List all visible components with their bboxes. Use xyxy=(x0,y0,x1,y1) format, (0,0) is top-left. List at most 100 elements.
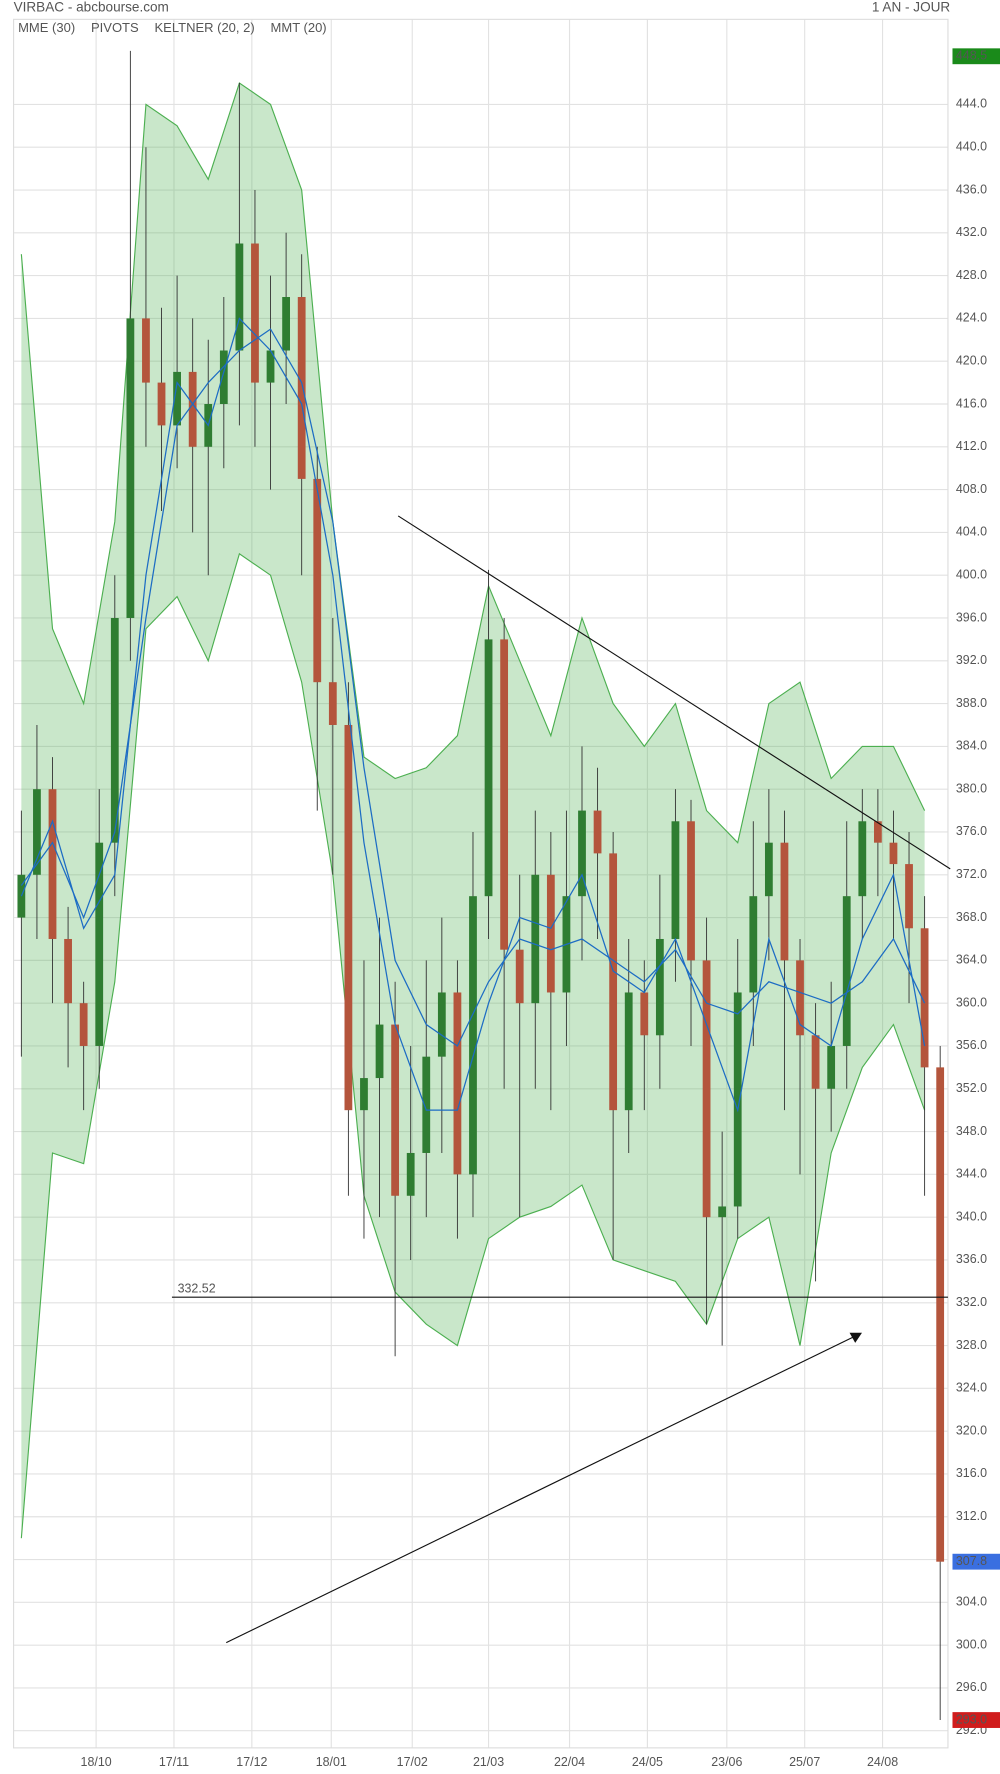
plot-border xyxy=(13,18,949,1749)
y-tick-label: 304.0 xyxy=(956,1595,987,1609)
candle-body xyxy=(484,639,493,897)
x-tick-label: 24/05 xyxy=(632,1755,663,1769)
candle-body xyxy=(313,478,322,683)
price-tag xyxy=(952,1712,1000,1728)
candle-body xyxy=(578,810,586,897)
candle-body xyxy=(718,1206,727,1218)
price-tag-label: 307.8 xyxy=(956,1554,987,1568)
candle-body xyxy=(515,949,524,1004)
candle-body xyxy=(48,789,57,939)
candle-body xyxy=(157,382,166,426)
y-tick-label: 396.0 xyxy=(956,610,987,624)
period: 1 AN - JOUR xyxy=(872,0,951,15)
y-tick-label: 372.0 xyxy=(956,867,987,881)
keltner-upper xyxy=(20,82,926,844)
x-tick-label: 18/10 xyxy=(81,1755,112,1769)
x-tick-label: 17/02 xyxy=(397,1755,428,1769)
candle-body xyxy=(936,1067,945,1562)
legend-entry: KELTNER (20, 2) xyxy=(155,20,255,35)
candle-body xyxy=(624,992,633,1111)
candle-body xyxy=(811,1035,820,1089)
price-tag xyxy=(952,48,1000,65)
y-tick-label: 300.0 xyxy=(956,1637,987,1651)
y-tick-label: 324.0 xyxy=(956,1381,987,1395)
legend-entry: MME (30) xyxy=(18,20,75,35)
y-tick-label: 420.0 xyxy=(956,353,987,367)
y-tick-label: 360.0 xyxy=(956,995,987,1009)
candle-body xyxy=(188,371,197,447)
y-tick-label: 376.0 xyxy=(956,824,987,838)
y-tick-label: 344.0 xyxy=(956,1167,987,1181)
candle-body xyxy=(219,350,228,405)
candle-body xyxy=(422,1056,431,1153)
x-tick-label: 22/04 xyxy=(554,1755,585,1769)
y-tick-label: 352.0 xyxy=(956,1081,987,1095)
legend: MME (30) PIVOTS KELTNER (20, 2) MMT (20) xyxy=(18,20,327,35)
x-tick-label: 23/06 xyxy=(711,1755,742,1769)
candle-body xyxy=(858,821,867,897)
candle-body xyxy=(609,853,618,1111)
candle-body xyxy=(469,896,477,1175)
candle-body xyxy=(546,874,555,993)
x-tick-label: 17/11 xyxy=(159,1755,189,1769)
candle-body xyxy=(702,960,711,1218)
candle-body xyxy=(266,350,275,383)
candle-body xyxy=(33,789,41,875)
candle-body xyxy=(749,896,758,993)
y-tick-label: 312.0 xyxy=(956,1509,987,1523)
level-label: 332.52 xyxy=(178,1282,216,1296)
y-tick-label: 424.0 xyxy=(956,311,987,325)
y-tick-label: 348.0 xyxy=(956,1124,987,1138)
y-tick-label: 392.0 xyxy=(956,653,987,667)
moving-average xyxy=(20,317,926,1113)
y-tick-label: 332.0 xyxy=(956,1295,987,1309)
candle-body xyxy=(126,318,135,618)
y-tick-label: 368.0 xyxy=(956,910,987,924)
candle-body xyxy=(655,938,664,1036)
candle-body xyxy=(796,960,804,1036)
candle-body xyxy=(251,243,259,383)
arrow-head xyxy=(849,1332,862,1343)
candle-body xyxy=(110,617,119,843)
y-tick-label: 412.0 xyxy=(956,439,987,453)
y-tick-label: 380.0 xyxy=(956,781,987,795)
y-tick-label: 296.0 xyxy=(956,1680,987,1694)
y-tick-label: 356.0 xyxy=(956,1038,987,1052)
candle-body xyxy=(531,874,540,1004)
keltner-lower xyxy=(20,552,926,1539)
trend-line xyxy=(397,515,951,870)
candle-body xyxy=(328,682,337,725)
candle-body xyxy=(297,297,306,479)
y-tick-label: 428.0 xyxy=(956,268,987,282)
y-tick-label: 340.0 xyxy=(956,1209,987,1223)
y-tick-label: 400.0 xyxy=(956,567,987,581)
candle-body xyxy=(889,842,898,865)
grid xyxy=(13,18,949,1749)
candle-body xyxy=(640,992,649,1036)
x-tick-label: 21/03 xyxy=(473,1755,504,1769)
candle-body xyxy=(827,1045,836,1089)
candle-body xyxy=(173,371,181,426)
y-tick-label: 404.0 xyxy=(956,525,987,539)
candle-body xyxy=(593,810,602,854)
y-tick-label: 436.0 xyxy=(956,182,987,196)
legend-entry: PIVOTS xyxy=(91,20,139,35)
candle-body xyxy=(391,1024,400,1196)
candle-body xyxy=(79,1003,88,1046)
candle-body xyxy=(360,1078,368,1111)
legend-entry: MMT (20) xyxy=(271,20,327,35)
y-tick-label: 336.0 xyxy=(956,1252,987,1266)
y-tick-label: 440.0 xyxy=(956,139,987,153)
axes: 292.0296.0300.0304.0308.0312.0316.0320.0… xyxy=(81,48,1000,1769)
candle-body xyxy=(671,821,680,939)
y-tick-label: 316.0 xyxy=(956,1466,987,1480)
candle-body xyxy=(437,992,446,1057)
candle-body xyxy=(764,842,773,897)
candle-body xyxy=(344,724,353,1111)
y-tick-label: 388.0 xyxy=(956,696,987,710)
candle-body xyxy=(375,1024,384,1079)
candle-body xyxy=(406,1152,415,1196)
chart-title: VIRBAC - abcbourse.com xyxy=(14,0,169,15)
